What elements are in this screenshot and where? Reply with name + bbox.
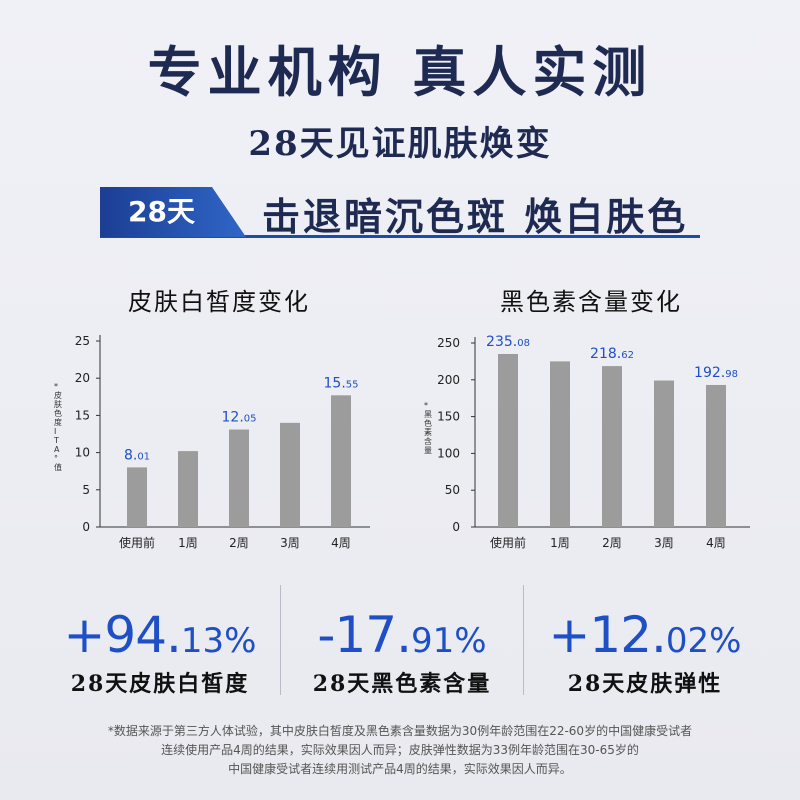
data-label: 235.08 — [486, 334, 530, 350]
data-label: 192.98 — [694, 365, 738, 381]
bar — [550, 361, 570, 527]
bar — [229, 429, 249, 527]
stat-melanin-value: -17.91% — [317, 606, 487, 664]
x-tick-label: 使用前 — [490, 535, 526, 550]
data-label: 12.05 — [222, 410, 257, 426]
y-tick-label: 15 — [75, 408, 90, 422]
data-label: 218.62 — [590, 346, 634, 362]
stat-melanin: -17.91% — [262, 606, 542, 664]
y-tick-label: 5 — [82, 483, 90, 497]
y-tick-label: 0 — [452, 520, 460, 534]
footnote-line: 中国健康受试者连续用测试产品4周的结果，实际效果因人而异。 — [228, 762, 572, 776]
bar — [331, 395, 351, 527]
footnote-line: 连续使用产品4周的结果，实际效果因人而异；皮肤弹性数据为33例年龄范围在30-6… — [161, 743, 639, 757]
stat-whiteness-value: +94.13% — [63, 606, 257, 664]
data-label: 8.01 — [124, 447, 150, 463]
y-tick-label: 250 — [437, 336, 460, 350]
page-title: 专业机构 真人实测 — [147, 40, 653, 104]
x-tick-label: 1周 — [550, 536, 570, 550]
y-tick-label: 150 — [437, 410, 460, 424]
x-tick-label: 3周 — [654, 536, 674, 550]
stat-whiteness-label: 28天皮肤白皙度 — [70, 671, 250, 697]
footnote-line: *数据来源于第三方人体试验，其中皮肤白皙度及黑色素含量数据为30例年龄范围在22… — [107, 724, 693, 738]
y-axis-label: *皮肤色度 I T A °值 — [53, 382, 62, 472]
stat-elasticity: +12.02% — [505, 606, 785, 664]
stat-elasticity-value: +12.02% — [548, 606, 742, 664]
y-tick-label: 20 — [75, 371, 90, 385]
y-tick-label: 100 — [437, 446, 460, 460]
y-tick-label: 10 — [75, 446, 90, 460]
bar — [127, 467, 147, 527]
bar — [178, 451, 198, 527]
x-tick-label: 使用前 — [119, 535, 155, 550]
x-tick-label: 2周 — [229, 536, 249, 550]
divider — [523, 585, 524, 695]
y-tick-label: 0 — [82, 520, 90, 534]
chart-title-melanin: 黑色素含量变化 — [500, 288, 682, 316]
banner-badge: 28天 — [100, 187, 246, 237]
x-tick-label: 4周 — [331, 536, 351, 550]
bar — [280, 422, 300, 527]
stat-melanin-label: 28天黑色素含量 — [312, 671, 492, 697]
chart-title-whiteness: 皮肤白皙度变化 — [128, 288, 310, 316]
bar — [654, 380, 674, 527]
bar — [498, 353, 518, 527]
data-label: 15.55 — [324, 375, 359, 391]
footnote: *数据来源于第三方人体试验，其中皮肤白皙度及黑色素含量数据为30例年龄范围在22… — [30, 722, 770, 779]
y-tick-label: 50 — [445, 483, 460, 497]
x-tick-label: 2周 — [602, 536, 622, 550]
stat-elasticity-label: 28天皮肤弹性 — [567, 671, 723, 697]
x-tick-label: 3周 — [280, 536, 300, 550]
y-tick-label: 25 — [75, 334, 90, 348]
x-tick-label: 1周 — [178, 536, 198, 550]
page-subtitle: 28天见证肌肤焕变 — [248, 124, 552, 164]
y-tick-label: 200 — [437, 373, 460, 387]
banner-text: 击退暗沉色斑 焕白肤色 — [262, 194, 689, 239]
bar — [602, 366, 622, 527]
stat-whiteness: +94.13% — [20, 606, 300, 664]
bar — [706, 384, 726, 527]
x-tick-label: 4周 — [706, 536, 726, 550]
divider — [280, 585, 281, 695]
y-axis-label: *黑色素含量 — [424, 401, 432, 455]
banner-underline — [100, 235, 700, 238]
